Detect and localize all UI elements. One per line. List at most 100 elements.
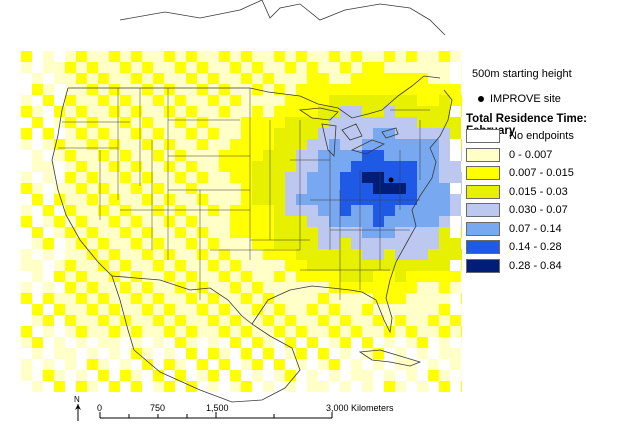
residence-cell (208, 106, 219, 117)
residence-cell (21, 249, 32, 260)
residence-cell (208, 370, 219, 381)
residence-cell (428, 183, 439, 194)
residence-cell (329, 205, 340, 216)
residence-cell (428, 304, 439, 315)
residence-cell (109, 381, 120, 392)
residence-cell (153, 150, 164, 161)
legend-swatch (466, 147, 500, 162)
residence-cell (164, 216, 175, 227)
residence-cell (109, 282, 120, 293)
residence-cell (208, 51, 219, 62)
residence-cell (285, 172, 296, 183)
residence-cell (439, 194, 450, 205)
residence-cell (428, 326, 439, 337)
residence-cell (362, 117, 373, 128)
residence-cell (384, 260, 395, 271)
residence-cell (263, 238, 274, 249)
residence-cell (307, 150, 318, 161)
residence-cell (219, 238, 230, 249)
residence-cell (417, 84, 428, 95)
residence-cell (164, 304, 175, 315)
residence-cell (318, 238, 329, 249)
residence-cell (395, 194, 406, 205)
residence-cell (186, 271, 197, 282)
residence-cell (318, 326, 329, 337)
residence-cell (76, 139, 87, 150)
residence-cell (65, 205, 76, 216)
residence-cell (65, 183, 76, 194)
residence-cell (175, 62, 186, 73)
residence-cell (362, 172, 373, 183)
residence-cell (417, 194, 428, 205)
residence-cell (131, 150, 142, 161)
residence-cell (461, 183, 462, 194)
residence-cell (384, 337, 395, 348)
residence-cell (296, 238, 307, 249)
residence-cell (98, 216, 109, 227)
residence-cell (461, 95, 462, 106)
residence-cell (21, 359, 32, 370)
residence-cell (285, 315, 296, 326)
residence-cell (318, 128, 329, 139)
residence-cell (417, 183, 428, 194)
residence-cell (208, 194, 219, 205)
residence-cell (175, 238, 186, 249)
residence-cell (439, 271, 450, 282)
residence-cell (461, 73, 462, 84)
residence-cell (274, 315, 285, 326)
svg-text:N: N (74, 395, 80, 404)
residence-cell (142, 326, 153, 337)
residence-cell (120, 359, 131, 370)
residence-cell (32, 238, 43, 249)
residence-cell (362, 337, 373, 348)
residence-cell (65, 304, 76, 315)
residence-cell (362, 326, 373, 337)
residence-cell (65, 260, 76, 271)
residence-cell (230, 381, 241, 392)
residence-cell (395, 183, 406, 194)
residence-cell (120, 293, 131, 304)
residence-cell (153, 238, 164, 249)
map-legend: 500m starting height IMPROVE site Total … (462, 0, 635, 427)
residence-cell (263, 249, 274, 260)
residence-cell (219, 348, 230, 359)
residence-cell (373, 238, 384, 249)
residence-cell (197, 304, 208, 315)
residence-cell (263, 161, 274, 172)
legend-row: 0 - 0.007 (466, 147, 552, 163)
atlantic-coastline (389, 89, 453, 281)
residence-cell (131, 139, 142, 150)
residence-cell (406, 271, 417, 282)
residence-cell (131, 260, 142, 271)
residence-cell (120, 304, 131, 315)
residence-cell (461, 337, 462, 348)
residence-cell (175, 293, 186, 304)
residence-cell (318, 139, 329, 150)
residence-cell (208, 293, 219, 304)
residence-cell (384, 216, 395, 227)
residence-cell (186, 249, 197, 260)
residence-cell (373, 249, 384, 260)
residence-cell (153, 304, 164, 315)
residence-cell (219, 73, 230, 84)
residence-cell (54, 227, 65, 238)
residence-cell (197, 359, 208, 370)
residence-cell (120, 249, 131, 260)
residence-cell (186, 293, 197, 304)
residence-cell (274, 150, 285, 161)
residence-cell (384, 117, 395, 128)
residence-cell (164, 62, 175, 73)
state-boundaries (58, 88, 430, 300)
residence-cell (197, 249, 208, 260)
residence-cell (318, 315, 329, 326)
residence-cell (439, 117, 450, 128)
residence-cell (373, 293, 384, 304)
residence-cell (164, 117, 175, 128)
residence-cell (175, 117, 186, 128)
residence-cell (142, 216, 153, 227)
residence-cell (362, 139, 373, 150)
residence-cell (373, 271, 384, 282)
residence-cell (252, 249, 263, 260)
residence-cell (208, 150, 219, 161)
residence-cell (373, 73, 384, 84)
